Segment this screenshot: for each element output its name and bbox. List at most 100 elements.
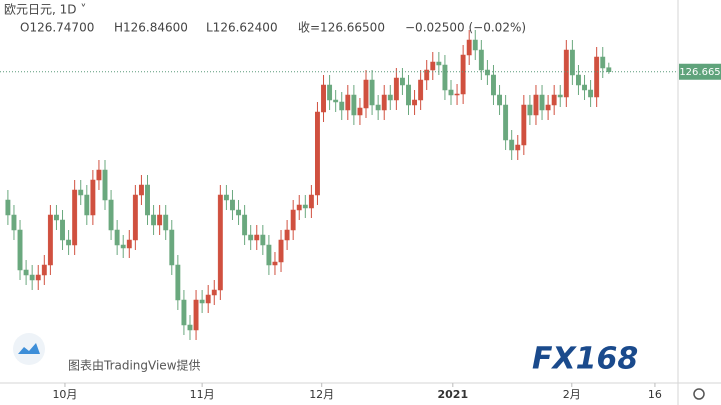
candle-body — [272, 261, 278, 266]
candle-body — [533, 94, 539, 116]
settings-icon[interactable] — [693, 388, 705, 400]
candle-body — [47, 214, 53, 266]
candle-body — [399, 77, 405, 86]
fx168-logo: FX168 — [532, 342, 638, 377]
candle-body — [521, 104, 527, 146]
candle-body — [448, 89, 454, 96]
candle-body — [236, 209, 241, 216]
candle-body — [187, 324, 193, 331]
candle-body — [351, 94, 357, 116]
candle-body — [17, 229, 23, 271]
candle-body — [442, 64, 448, 91]
candle-body — [484, 69, 490, 76]
last-price-label: 126.665 — [679, 67, 720, 78]
x-tick-label: 10月 — [52, 388, 77, 401]
candle-body — [418, 79, 424, 101]
candle-body — [23, 269, 29, 276]
candle-body — [424, 69, 430, 81]
candle-body — [357, 107, 363, 116]
candle-body — [491, 74, 496, 96]
plot — [5, 30, 612, 340]
x-tick-label: 12月 — [309, 388, 334, 401]
candle-body — [181, 299, 187, 326]
candle-body — [308, 194, 314, 209]
candle-body — [53, 214, 59, 221]
candle-body — [569, 49, 575, 76]
candle-body — [29, 274, 35, 281]
candle-body — [381, 94, 387, 111]
candle-body — [278, 239, 284, 263]
candle-body — [472, 39, 478, 51]
candle-body — [551, 94, 557, 106]
candle-body — [163, 214, 169, 231]
ohlc-value: −0.02500 (−0.02%) — [405, 21, 526, 35]
candle-body — [266, 244, 272, 266]
candle-body — [145, 184, 150, 216]
candle-body — [205, 294, 211, 304]
x-tick-label: 2月 — [563, 388, 581, 401]
candle-body — [606, 67, 612, 73]
candle-body — [90, 179, 96, 216]
ohlc-legend: O126.74700 H126.84600 L126.62400 收=126.6650… — [20, 21, 526, 35]
candle-body — [60, 219, 65, 241]
candle-body — [576, 74, 581, 86]
candle-body — [466, 39, 472, 56]
candle-body — [157, 214, 163, 226]
candle-body — [393, 77, 399, 101]
candle-body — [5, 199, 11, 216]
candle-body — [302, 204, 308, 209]
tv-logo-mark — [18, 343, 40, 354]
candle-body — [412, 99, 418, 106]
candle-body — [345, 94, 351, 111]
candle-body — [35, 274, 41, 281]
candle-body — [284, 229, 290, 241]
candle-body — [321, 84, 326, 113]
candle-body — [503, 104, 509, 141]
candle-body — [539, 94, 545, 111]
candle-body — [600, 56, 606, 69]
candle-body — [169, 229, 175, 266]
candle-body — [151, 214, 157, 226]
candle-body — [327, 84, 333, 101]
candle-body — [199, 299, 205, 304]
candle-body — [290, 209, 296, 231]
candle-body — [260, 234, 266, 246]
last-price-tag — [679, 63, 721, 80]
candle-body — [509, 139, 515, 151]
candle-body — [211, 289, 217, 296]
ohlc-value: H126.84600 — [114, 21, 188, 35]
candle-body — [545, 104, 551, 111]
candle-body — [41, 264, 47, 276]
candle-body — [217, 194, 223, 291]
candle-body — [588, 89, 594, 98]
candle-body — [460, 54, 466, 95]
candle-body — [84, 194, 90, 216]
tv-logo — [13, 333, 45, 365]
candle-body — [363, 79, 369, 109]
candle-body — [126, 239, 132, 249]
candle-body — [132, 194, 138, 241]
candle-body — [406, 84, 411, 106]
candle-body — [114, 229, 120, 246]
ohlc-value: 收=126.66500 — [298, 21, 385, 35]
candle-body — [138, 184, 144, 196]
ohlc-value: L126.62400 — [206, 21, 278, 35]
candle-body — [582, 84, 587, 91]
candle-body — [333, 99, 339, 103]
candle-body — [375, 104, 381, 111]
candle-body — [478, 49, 484, 71]
candle-body — [66, 239, 72, 246]
candle-body — [387, 94, 393, 101]
candle-body — [175, 264, 181, 301]
candle-body — [120, 244, 126, 249]
x-tick-label: 11月 — [190, 388, 215, 401]
candle-body — [296, 204, 302, 211]
candle-body — [78, 189, 84, 196]
candle-body — [193, 299, 199, 331]
candle-body — [436, 61, 442, 66]
candle-body — [230, 199, 235, 211]
candle-body — [454, 93, 460, 96]
candle-body — [497, 94, 502, 106]
candle-body — [254, 234, 260, 241]
